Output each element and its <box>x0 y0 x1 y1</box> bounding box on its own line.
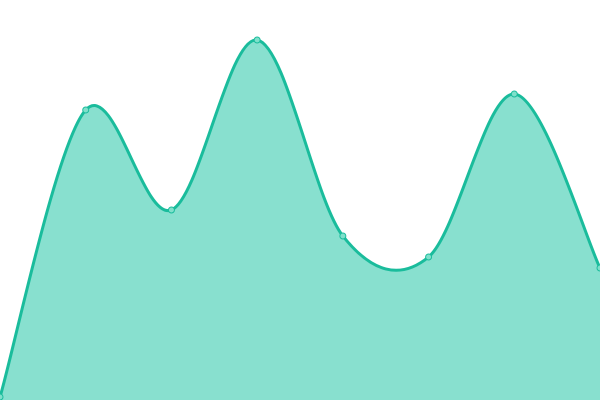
data-point <box>167 206 175 214</box>
data-point <box>253 36 261 44</box>
data-point <box>510 90 518 98</box>
data-point <box>82 106 90 114</box>
data-point <box>596 264 600 272</box>
data-point <box>0 393 4 400</box>
data-points <box>0 36 600 400</box>
area-fill <box>0 39 600 400</box>
data-point <box>339 232 347 240</box>
data-point <box>425 253 433 261</box>
